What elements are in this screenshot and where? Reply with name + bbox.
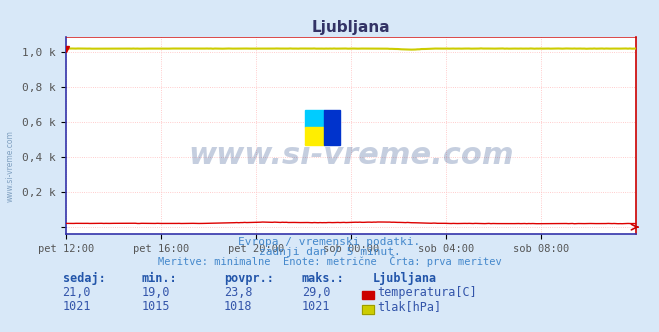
Text: min.:: min.:	[142, 272, 177, 285]
Text: Ljubljana: Ljubljana	[372, 272, 436, 285]
Text: povpr.:: povpr.:	[224, 272, 274, 285]
Text: Evropa / vremenski podatki.: Evropa / vremenski podatki.	[239, 237, 420, 247]
Text: 1021: 1021	[302, 300, 330, 313]
Text: sedaj:: sedaj:	[63, 272, 105, 285]
Bar	[305, 110, 324, 127]
Bar	[324, 110, 340, 145]
Text: 23,8: 23,8	[224, 286, 252, 299]
Text: 1015: 1015	[142, 300, 170, 313]
Text: 29,0: 29,0	[302, 286, 330, 299]
Text: temperatura[C]: temperatura[C]	[378, 286, 477, 299]
Text: 19,0: 19,0	[142, 286, 170, 299]
Text: zadnji dan / 5 minut.: zadnji dan / 5 minut.	[258, 247, 401, 257]
Text: 1018: 1018	[224, 300, 252, 313]
Text: 1021: 1021	[63, 300, 91, 313]
Title: Ljubljana: Ljubljana	[312, 20, 390, 35]
Text: tlak[hPa]: tlak[hPa]	[378, 300, 442, 313]
Text: maks.:: maks.:	[302, 272, 345, 285]
Text: Meritve: minimalne  Enote: metrične  Črta: prva meritev: Meritve: minimalne Enote: metrične Črta:…	[158, 255, 501, 267]
Bar	[305, 127, 324, 145]
Text: www.si-vreme.com: www.si-vreme.com	[188, 140, 514, 170]
Text: 21,0: 21,0	[63, 286, 91, 299]
Text: www.si-vreme.com: www.si-vreme.com	[5, 130, 14, 202]
